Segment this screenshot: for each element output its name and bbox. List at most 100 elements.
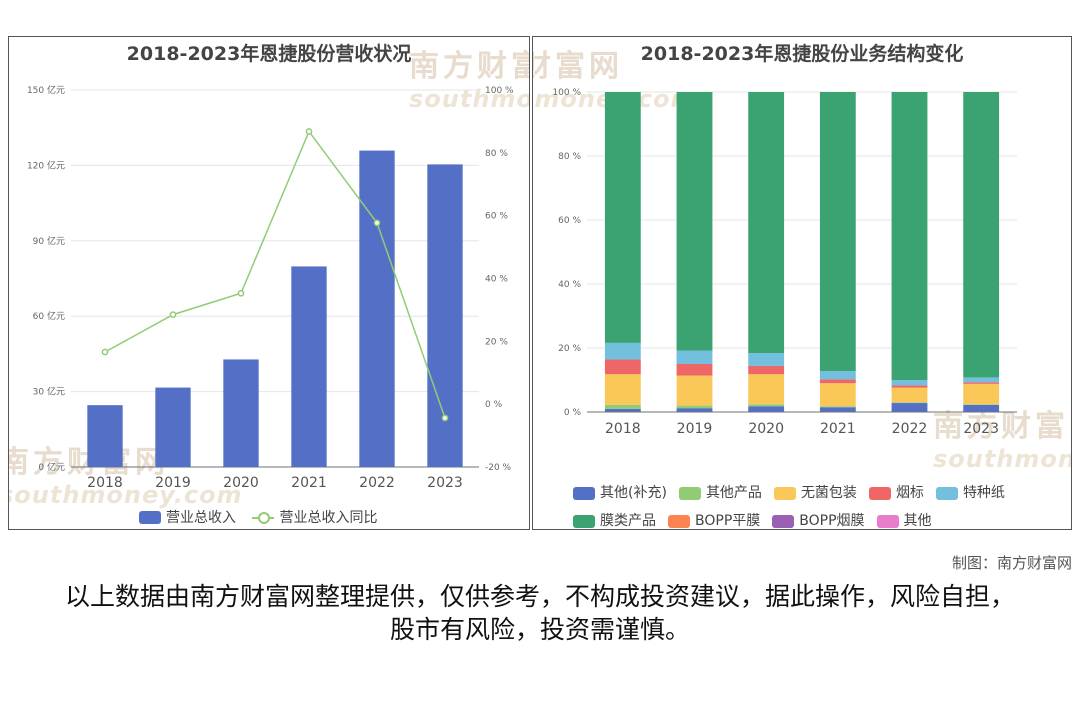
stack-segment (819, 379, 856, 384)
y-axis-tick-label: 100 % (552, 88, 581, 98)
stack-segment (676, 408, 713, 412)
legend-swatch (772, 515, 795, 528)
x-axis-tick-label: 2019 (155, 475, 191, 491)
left-axis-tick-label: 30 亿元 (33, 386, 65, 398)
stack-segment (891, 387, 928, 403)
stack-segment (891, 385, 928, 388)
stack-segment (604, 92, 641, 343)
stack-segment (748, 353, 785, 366)
right-axis-tick-label: 60 % (485, 212, 508, 222)
x-axis-tick-label: 2021 (820, 421, 856, 437)
y-axis-tick-label: 60 % (558, 216, 581, 226)
yoy-point (441, 414, 449, 422)
legend-item[interactable]: 无菌包装 (773, 481, 857, 506)
legend-item[interactable]: BOPP平膜 (668, 509, 761, 529)
y-axis-tick-label: 40 % (558, 280, 581, 290)
right-axis-tick-label: 80 % (485, 149, 508, 159)
business-structure-chart-plot: 0 % 20 % 40 % 60 % 80 % 100 % 2018 2019 2020 2021… (552, 88, 1017, 437)
x-axis-tick-label: 2020 (748, 421, 784, 437)
legend-item[interactable]: 特种纸 (935, 481, 1005, 506)
legend-item-revenue-yoy[interactable]: 营业总收入同比 (252, 507, 377, 527)
legend-item[interactable]: 膜类产品 (573, 509, 656, 529)
stack-segment (819, 407, 856, 412)
legend-label: BOPP烟膜 (799, 513, 865, 529)
legend-swatch (935, 487, 958, 500)
revenue-chart-title: 2018-2023年恩捷股份营收状况 (126, 43, 412, 65)
stack-segment (748, 404, 785, 407)
legend-swatch (773, 487, 796, 500)
revenue-chart-panel: 2018-2023年恩捷股份营收状况 南方财富网 southmoney.com … (8, 36, 530, 530)
right-axis-tick-label: 100 % (485, 86, 514, 96)
stack-segment (819, 406, 856, 408)
y-axis-tick-label: 20 % (558, 344, 581, 354)
legend-label: 膜类产品 (600, 513, 656, 529)
yoy-point (101, 348, 109, 356)
revenue-bar (291, 266, 327, 467)
chart-credit: 制图：南方财富网 (951, 554, 1072, 572)
revenue-bar (155, 387, 191, 467)
right-axis-tick-label: 40 % (485, 275, 508, 285)
stack-segment (963, 404, 1000, 405)
revenue-chart-legend: 营业总收入 营业总收入同比 (139, 507, 389, 528)
stack-segment (891, 403, 928, 412)
x-axis-tick-label: 2019 (677, 421, 713, 437)
stack-segment (748, 92, 785, 354)
stack-segment (748, 365, 785, 375)
stack-segment (819, 383, 856, 407)
stack-segment (676, 364, 713, 376)
stack-segment (748, 406, 785, 412)
x-axis-tick-label: 2018 (605, 421, 641, 437)
revenue-bar (87, 405, 123, 467)
legend-item-revenue[interactable]: 营业总收入 (139, 507, 236, 527)
legend-label: 其他(补充) (600, 485, 667, 501)
stack-segment (891, 402, 928, 404)
stack-segment (891, 92, 928, 380)
yoy-point (169, 311, 177, 318)
legend-swatch (252, 511, 275, 524)
legend-swatch (678, 487, 701, 500)
revenue-bar (223, 359, 259, 467)
legend-label: 烟标 (895, 485, 924, 501)
stack-segment (676, 375, 713, 406)
business-structure-chart-panel: 2018-2023年恩捷股份业务结构变化 南方财富网 southmoney.co… (532, 36, 1072, 530)
business-structure-chart-title: 2018-2023年恩捷股份业务结构变化 (640, 43, 964, 65)
stack-segment (676, 92, 713, 351)
left-axis-tick-label: 90 亿元 (33, 235, 65, 247)
stack-segment (963, 377, 1000, 383)
stack-segment (819, 92, 856, 372)
yoy-point (373, 219, 381, 227)
disclaimer-text: 以上数据由南方财富网整理提供，仅供参考，不构成投资建议，据此操作，风险自担，股市… (64, 582, 1015, 644)
stack-segment (963, 383, 1000, 405)
right-axis-tick-label: 20 % (485, 337, 508, 347)
legend-item[interactable]: 其他产品 (678, 481, 762, 506)
left-axis-tick-label: 60 亿元 (33, 310, 65, 322)
x-axis-tick-label: 2020 (223, 475, 259, 491)
x-axis-tick-label: 2022 (892, 421, 928, 437)
legend-label: 其他产品 (705, 485, 762, 501)
revenue-bar (427, 164, 463, 468)
legend-label: 无菌包装 (800, 485, 857, 501)
yoy-line (104, 129, 446, 419)
yoy-point (237, 289, 245, 297)
revenue-bar (359, 150, 395, 467)
legend-label: 营业总收入 (166, 510, 236, 526)
stack-segment (604, 342, 641, 360)
stack-segment (676, 350, 713, 364)
stack-segment (963, 382, 1000, 384)
stack-segment (604, 408, 641, 412)
stack-segment (891, 380, 928, 386)
y-axis-tick-label: 80 % (558, 152, 581, 162)
business-structure-chart-legend: 其他(补充) 其他产品 无菌包装 烟标 特种纸膜类产品 BOPP平膜 BOPP烟膜 其他 (573, 481, 1053, 529)
legend-item[interactable]: 其他 (876, 509, 932, 529)
left-axis-tick-label: 120 亿元 (27, 159, 65, 171)
x-axis-tick-label: 2018 (87, 475, 123, 491)
x-axis-tick-label: 2021 (291, 475, 327, 491)
revenue-chart-plot: 0 亿元 30 亿元 60 亿元 90 亿元 120 亿元 150 亿元 -20 % 0 % 2… (27, 84, 514, 491)
legend-item[interactable]: 烟标 (868, 481, 924, 506)
x-axis-tick-label: 2023 (427, 475, 463, 491)
stack-segment (604, 359, 641, 375)
legend-label: 特种纸 (962, 485, 1005, 501)
legend-label: BOPP平膜 (695, 513, 761, 529)
legend-item[interactable]: 其他(补充) (573, 481, 667, 506)
legend-item[interactable]: BOPP烟膜 (772, 509, 865, 529)
